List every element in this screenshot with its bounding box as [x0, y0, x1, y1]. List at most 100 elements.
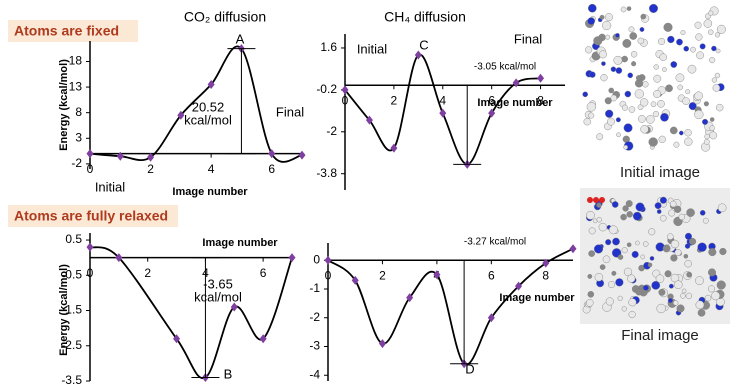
x-tick-label: 0: [342, 93, 349, 107]
atom: [625, 91, 631, 97]
x-tick-label: 6: [260, 266, 267, 280]
atom: [673, 300, 678, 305]
y-tick-label: 0.5: [65, 232, 82, 246]
x-tick-label: 6: [268, 162, 275, 176]
atom: [720, 248, 727, 255]
annotation: kcal/mol: [194, 289, 242, 304]
atom: [660, 197, 667, 204]
atom: [618, 255, 623, 260]
atom: [704, 20, 712, 28]
annotation: B: [224, 366, 233, 381]
atom: [609, 226, 617, 234]
atom: [630, 32, 637, 39]
atom: [643, 285, 648, 290]
atom: [636, 203, 644, 211]
atom: [597, 217, 602, 222]
atom: [616, 118, 621, 123]
y-axis-label: Energy (kcal/mol): [58, 264, 70, 356]
marker: [570, 244, 577, 253]
atom: [611, 67, 616, 72]
atom: [659, 289, 665, 295]
atom: [638, 38, 644, 44]
atom: [632, 251, 639, 258]
image-caption: Final image: [621, 327, 699, 344]
x-tick-label: 0: [87, 266, 94, 280]
y-tick-label: 13: [69, 79, 83, 93]
atom: [635, 241, 639, 245]
atom: [636, 289, 643, 296]
atom: [700, 210, 705, 215]
atom: [667, 36, 674, 43]
atom: [585, 46, 592, 53]
atom: [616, 133, 620, 137]
atom: [715, 73, 720, 78]
marker: [289, 253, 296, 262]
atom: [600, 264, 605, 269]
atom: [682, 289, 686, 293]
atom: [649, 4, 658, 13]
atom: [627, 243, 631, 247]
atom: [627, 211, 633, 217]
atom: [624, 124, 632, 132]
marker: [439, 109, 446, 118]
atom: [698, 309, 705, 316]
atom: [589, 251, 595, 257]
atom: [609, 88, 614, 93]
annotation: kcal/mol: [184, 112, 232, 127]
atom: [586, 299, 593, 306]
atom: [646, 115, 654, 123]
atom: [629, 106, 635, 112]
atom: [708, 286, 715, 293]
atom: [638, 115, 645, 122]
atom: [717, 281, 726, 290]
section-label: Atoms are fully relaxed: [14, 208, 168, 224]
y-tick-label: 8: [75, 105, 82, 119]
atom: [650, 256, 654, 260]
atom: [605, 239, 611, 245]
atom: [635, 89, 644, 98]
atom: [700, 44, 706, 50]
atom: [687, 209, 695, 217]
chart-title: CO₂ diffusion: [184, 9, 266, 25]
atom: [709, 57, 715, 63]
atom: [686, 293, 692, 299]
atom: [599, 223, 607, 231]
atom: [589, 72, 595, 78]
atom: [657, 304, 666, 313]
atom: [640, 98, 648, 106]
atom: [660, 113, 668, 121]
atom: [676, 39, 682, 45]
x-tick-label: 2: [147, 162, 154, 176]
atom: [588, 18, 595, 25]
atom: [587, 102, 596, 111]
atom: [708, 11, 713, 16]
atom: [676, 74, 684, 82]
y-tick-label: -2: [71, 156, 82, 170]
atom: [695, 22, 702, 29]
atom: [611, 95, 617, 101]
atom: [715, 33, 720, 38]
atom: [685, 260, 692, 267]
atom: [603, 256, 610, 263]
atom: [596, 133, 603, 140]
atom: [660, 54, 667, 61]
y-tick-label: 18: [69, 54, 83, 68]
y-tick-label: -3: [309, 339, 320, 353]
annotation: Final: [276, 104, 304, 119]
atom: [705, 295, 711, 301]
atom: [684, 138, 692, 146]
atom: [605, 35, 610, 40]
atom: [671, 255, 678, 262]
atom: [640, 27, 644, 31]
atom: [599, 51, 607, 59]
atom: [623, 39, 631, 47]
atom: [636, 75, 641, 80]
y-tick-label: -0.2: [316, 82, 337, 96]
atom: [615, 33, 619, 37]
atom: [654, 75, 661, 82]
atom: [709, 248, 717, 256]
atom: [627, 7, 631, 11]
atom: [607, 118, 614, 125]
y-tick-label: 1.6: [320, 40, 337, 54]
atom: [612, 201, 618, 207]
